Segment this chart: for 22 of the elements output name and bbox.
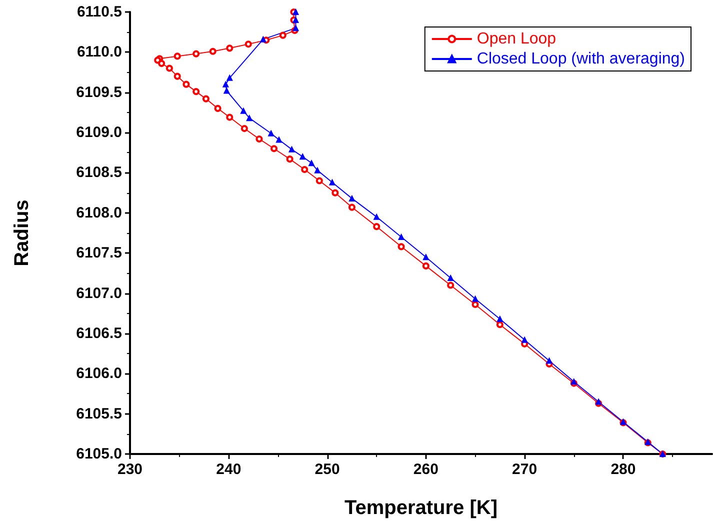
y-tick-label: 6107.5 bbox=[76, 244, 122, 262]
x-tick-label: 280 bbox=[610, 461, 636, 478]
y-tick-label: 6109.5 bbox=[76, 84, 122, 101]
x-tick-label: 270 bbox=[512, 461, 538, 478]
y-tick-label: 6105.5 bbox=[76, 405, 122, 422]
x-tick-label: 240 bbox=[216, 461, 242, 478]
y-tick-label: 6110.0 bbox=[76, 44, 122, 61]
y-tick-label: 6106.0 bbox=[76, 365, 122, 382]
y-tick-label: 6106.5 bbox=[76, 324, 122, 342]
legend-label: Closed Loop (with averaging) bbox=[476, 50, 686, 68]
y-tick-label: 6108.5 bbox=[76, 164, 122, 182]
y-tick-label: 6107.0 bbox=[76, 284, 122, 302]
x-tick-label: 230 bbox=[117, 461, 143, 478]
x-axis-title: Temperature [K] bbox=[344, 497, 498, 519]
y-axis-title: Radius bbox=[11, 200, 33, 266]
y-tick-label: 6110.5 bbox=[76, 4, 122, 20]
y-tick-label: 6109.0 bbox=[76, 124, 122, 142]
x-tick-label: 260 bbox=[413, 461, 438, 478]
y-tick-label: 6105.0 bbox=[76, 446, 122, 462]
y-tick-label: 6108.0 bbox=[76, 204, 122, 222]
legend-label: Open Loop bbox=[476, 30, 556, 48]
x-tick-label: 250 bbox=[314, 461, 340, 478]
